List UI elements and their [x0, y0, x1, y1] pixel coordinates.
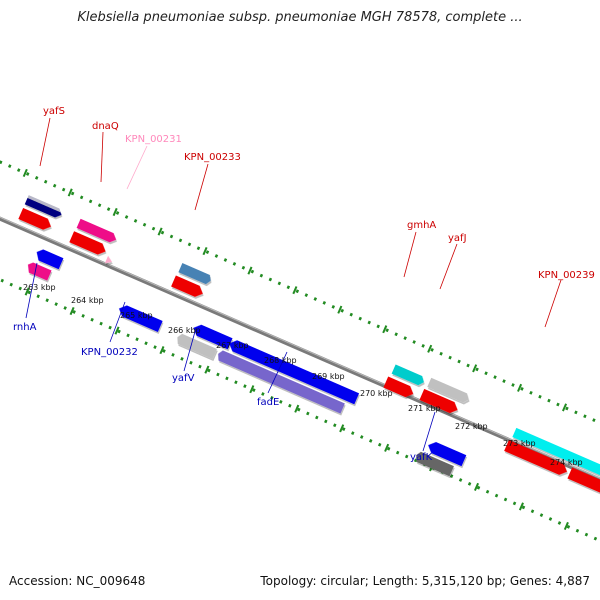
- gene-fadE[interactable]: [216, 349, 345, 414]
- gene-labels: yafS dnaQ KPN_00231 KPN_00233 gmhA yafJ …: [13, 106, 595, 463]
- ruler-tick: [518, 502, 524, 511]
- ruler-tick: [114, 326, 120, 335]
- ruler-tick: [69, 306, 75, 316]
- label-fadE[interactable]: fadE: [257, 397, 279, 408]
- label-yafK[interactable]: yafK: [410, 452, 433, 463]
- label-yafV[interactable]: yafV: [172, 373, 195, 384]
- ruler-tick: [473, 482, 480, 491]
- scale-label: 271 kbp: [408, 404, 441, 413]
- ruler-tick: [294, 404, 300, 413]
- scale-label: 274 kbp: [550, 458, 583, 467]
- ruler-tick: [561, 403, 568, 412]
- scale-label: 266 kbp: [168, 326, 201, 335]
- map-title: Klebsiella pneumoniae subsp. pneumoniae …: [77, 10, 523, 25]
- ruler-tick: [204, 365, 210, 374]
- ruler-tick: [249, 385, 255, 394]
- scale-label: 272 kbp: [455, 422, 488, 431]
- ruler-tick: [202, 247, 208, 256]
- scale-label: 273 kbp: [503, 439, 536, 448]
- label-KPN_00239[interactable]: KPN_00239: [538, 270, 595, 281]
- label-yafJ[interactable]: yafJ: [448, 233, 467, 244]
- gene-fadE-cds[interactable]: [227, 338, 360, 405]
- label-yafS[interactable]: yafS: [43, 106, 65, 117]
- gene-yafS-cds[interactable]: [24, 195, 64, 219]
- gene-rnhA-cds[interactable]: [34, 247, 64, 270]
- ruler-tick: [67, 188, 73, 197]
- label-dnaQ[interactable]: dnaQ: [92, 121, 119, 132]
- gene-gmhA[interactable]: [383, 376, 415, 400]
- ruler-tick: [157, 227, 163, 236]
- scale-label: 264 kbp: [71, 296, 104, 305]
- sequence-backbone: [0, 203, 600, 499]
- ruler-tick: [337, 305, 343, 314]
- ruler-tick: [472, 364, 478, 373]
- scale-label: 263 kbp: [23, 283, 56, 292]
- label-KPN_00231[interactable]: KPN_00231: [125, 134, 182, 145]
- gene-KPN_00233[interactable]: [171, 275, 205, 299]
- label-leader-lines: [25, 117, 562, 452]
- accession-text: Accession: NC_009648: [9, 574, 146, 588]
- ruler-tick: [22, 168, 28, 177]
- scale-labels: 263 kbp 264 kbp 265 kbp 266 kbp 267 kbp …: [23, 283, 583, 467]
- ruler-tick: [159, 346, 165, 355]
- gene-yafS[interactable]: [18, 207, 53, 232]
- ruler-tick: [382, 325, 388, 334]
- ruler-tick: [563, 521, 569, 531]
- gene-yafJ-cds[interactable]: [427, 377, 470, 404]
- gene-yafV[interactable]: [175, 333, 217, 360]
- gene-dnaQ[interactable]: [69, 231, 108, 257]
- scale-label: 265 kbp: [120, 311, 153, 320]
- ruler-tick: [24, 287, 30, 296]
- gene-KPN_00233-cds[interactable]: [178, 263, 212, 285]
- scale-label: 269 kbp: [312, 372, 345, 381]
- scale-label: 267 kbp: [216, 341, 249, 350]
- gene-rnhA[interactable]: [25, 261, 52, 281]
- label-rnhA[interactable]: rnhA: [13, 322, 37, 333]
- ruler-tick: [112, 207, 118, 217]
- gene-KPN_00231[interactable]: [104, 255, 114, 266]
- gene-yafJ[interactable]: [419, 388, 460, 416]
- gene-yafV-cds[interactable]: [191, 322, 233, 350]
- gene-yafK[interactable]: [414, 451, 454, 477]
- topology-text: Topology: circular; Length: 5,315,120 bp…: [260, 574, 590, 588]
- gene-KPN_00239-cds[interactable]: [512, 427, 600, 481]
- label-gmhA[interactable]: gmhA: [407, 220, 436, 231]
- forward-ruler: [0, 160, 600, 451]
- ruler-tick: [517, 383, 523, 392]
- ruler-tick: [427, 344, 433, 353]
- ruler-tick: [339, 424, 345, 433]
- gene-KPN_00232[interactable]: [117, 303, 163, 332]
- scale-label: 268 kbp: [264, 356, 297, 365]
- gene-dnaQ-cds[interactable]: [76, 218, 119, 245]
- gene-gmhA-cds[interactable]: [391, 364, 426, 386]
- ruler-tick: [247, 266, 253, 275]
- ruler-tick: [292, 286, 298, 295]
- ruler-tick: [384, 443, 390, 452]
- label-KPN_00233[interactable]: KPN_00233: [184, 152, 241, 163]
- scale-label: 270 kbp: [360, 389, 393, 398]
- gene-KPN_00239[interactable]: [504, 439, 569, 477]
- gene-yafK-cds[interactable]: [426, 440, 467, 467]
- label-KPN_00232[interactable]: KPN_00232: [81, 347, 138, 358]
